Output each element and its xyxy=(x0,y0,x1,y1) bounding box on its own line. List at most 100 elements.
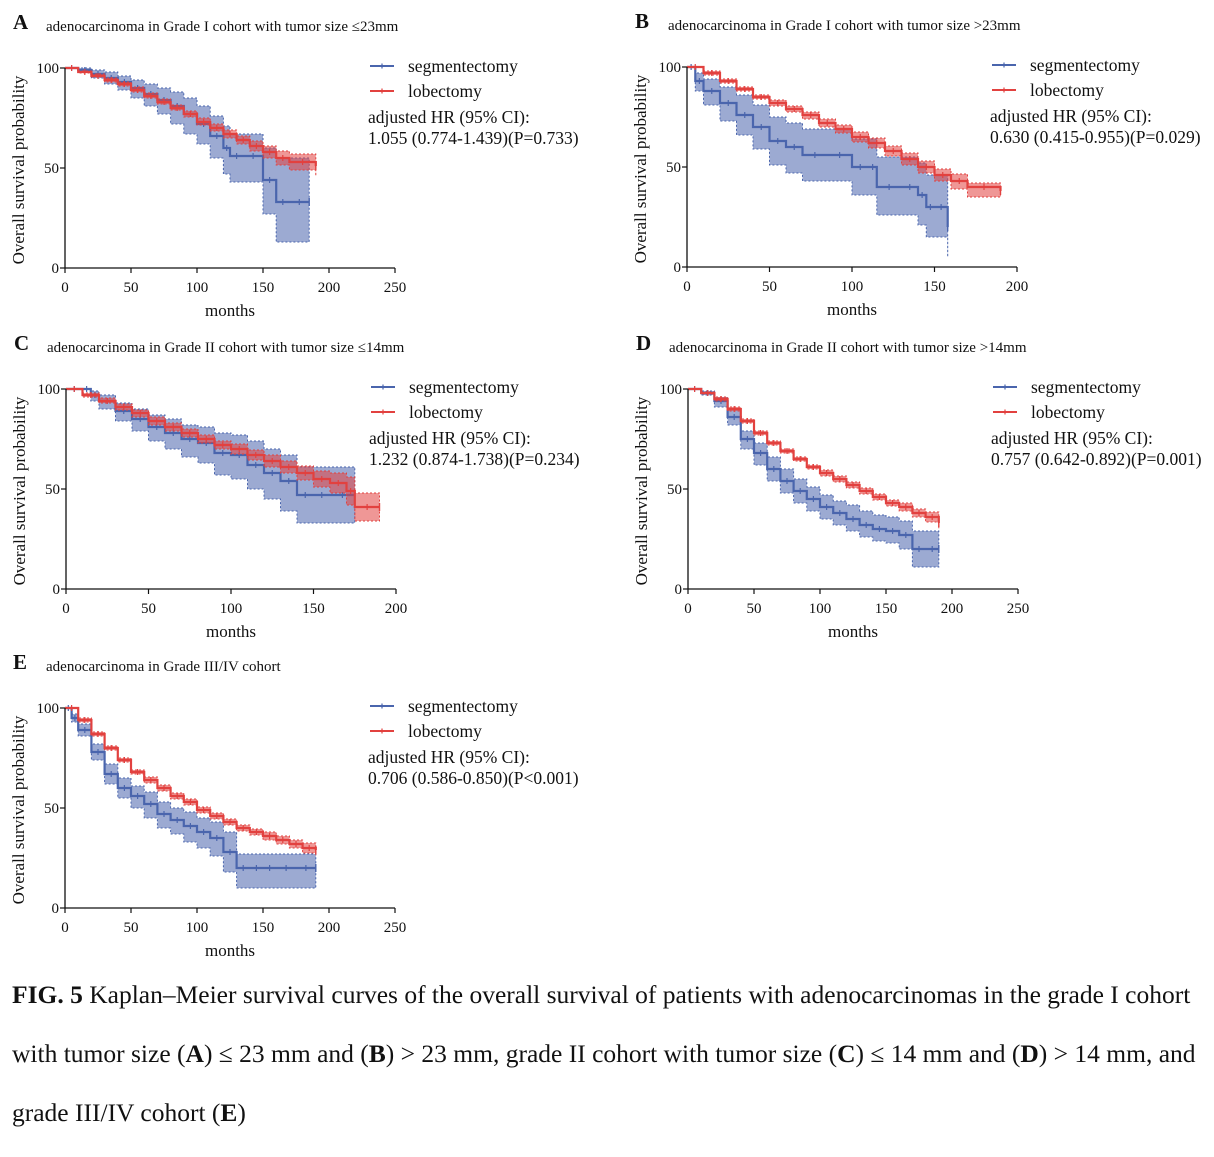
y-tick-label: 0 xyxy=(675,582,683,598)
y-axis-label: Overall survival probability xyxy=(632,396,651,585)
hr-label: adjusted HR (95% CI): xyxy=(368,107,530,127)
panel-letter: D xyxy=(636,331,651,355)
segmentectomy-survival-line xyxy=(687,65,949,227)
y-tick-label: 50 xyxy=(44,161,59,177)
y-tick-label: 100 xyxy=(660,382,683,398)
panel-title: adenocarcinoma in Grade III/IV cohort xyxy=(46,659,281,675)
x-tick-label: 150 xyxy=(875,601,898,617)
lobectomy-survival-line xyxy=(688,387,940,523)
y-tick-label: 100 xyxy=(37,701,60,717)
legend-label-segmentectomy: segmentectomy xyxy=(1030,55,1140,75)
y-axis-label: Overall survival probability xyxy=(631,74,650,263)
legend-label-lobectomy: lobectomy xyxy=(1031,402,1105,422)
hr-value: 0.757 (0.642-0.892)(P=0.001) xyxy=(991,449,1202,469)
x-tick-label: 200 xyxy=(318,280,341,296)
caption-ref-c: C xyxy=(837,1039,856,1068)
x-tick-label: 100 xyxy=(809,601,832,617)
x-axis-label: months xyxy=(827,300,877,319)
lobectomy-survival-line xyxy=(687,65,1002,191)
x-axis-label: months xyxy=(828,622,878,641)
caption-text-5: ) > 14 mm, and grade III/IV cohort ( xyxy=(12,1039,1196,1127)
caption-ref-e: E xyxy=(220,1098,238,1127)
panel-title: adenocarcinoma in Grade II cohort with t… xyxy=(47,340,405,356)
legend-label-lobectomy: lobectomy xyxy=(408,721,482,741)
caption-label: FIG. 5 xyxy=(12,980,83,1009)
x-tick-label: 50 xyxy=(124,280,139,296)
panel-title: adenocarcinoma in Grade I cohort with tu… xyxy=(46,19,399,35)
y-tick-label: 0 xyxy=(52,901,60,917)
panel-title: adenocarcinoma in Grade I cohort with tu… xyxy=(668,18,1021,34)
x-tick-label: 200 xyxy=(318,920,341,936)
x-tick-label: 250 xyxy=(384,280,407,296)
y-axis-label: Overall survival probability xyxy=(9,715,28,904)
x-tick-label: 150 xyxy=(302,601,325,617)
segmentectomy-ci-band xyxy=(66,388,356,524)
legend-label-lobectomy: lobectomy xyxy=(1030,80,1104,100)
y-tick-label: 0 xyxy=(674,260,682,276)
x-tick-label: 50 xyxy=(124,920,139,936)
panel-title: adenocarcinoma in Grade II cohort with t… xyxy=(669,340,1027,356)
legend-label-segmentectomy: segmentectomy xyxy=(1031,377,1141,397)
y-tick-label: 0 xyxy=(52,261,60,277)
x-tick-label: 150 xyxy=(252,280,275,296)
y-tick-label: 100 xyxy=(38,382,61,398)
x-tick-label: 100 xyxy=(186,920,209,936)
legend-label-lobectomy: lobectomy xyxy=(409,402,483,422)
y-axis-label: Overall survival probability xyxy=(10,396,29,585)
x-tick-label: 0 xyxy=(61,280,69,296)
panel-letter: B xyxy=(635,9,649,33)
caption-text-2: ) ≤ 23 mm and ( xyxy=(203,1039,369,1068)
y-tick-label: 0 xyxy=(53,582,61,598)
segmentectomy-ci-band xyxy=(688,388,940,568)
x-tick-label: 0 xyxy=(61,920,69,936)
hr-label: adjusted HR (95% CI): xyxy=(368,747,530,767)
y-tick-label: 100 xyxy=(659,60,682,76)
x-tick-label: 150 xyxy=(923,279,946,295)
x-tick-label: 50 xyxy=(747,601,762,617)
x-tick-label: 200 xyxy=(941,601,964,617)
hr-value: 1.232 (0.874-1.738)(P=0.234) xyxy=(369,449,580,469)
x-tick-label: 150 xyxy=(252,920,275,936)
legend-label-lobectomy: lobectomy xyxy=(408,81,482,101)
legend-label-segmentectomy: segmentectomy xyxy=(409,377,519,397)
x-tick-label: 200 xyxy=(1006,279,1029,295)
y-tick-label: 50 xyxy=(44,801,59,817)
caption-ref-b: B xyxy=(368,1039,386,1068)
panel-letter: E xyxy=(13,650,27,674)
caption-text-6: ) xyxy=(237,1098,246,1127)
y-tick-label: 50 xyxy=(667,482,682,498)
caption-text-4: ) ≤ 14 mm and ( xyxy=(855,1039,1021,1068)
lobectomy-survival-line xyxy=(65,706,317,850)
x-tick-label: 0 xyxy=(683,279,691,295)
caption-ref-a: A xyxy=(185,1039,204,1068)
x-tick-label: 250 xyxy=(384,920,407,936)
segmentectomy-survival-line xyxy=(688,387,939,551)
x-tick-label: 50 xyxy=(141,601,156,617)
x-tick-label: 100 xyxy=(841,279,864,295)
x-axis-label: months xyxy=(205,301,255,320)
x-tick-label: 100 xyxy=(220,601,243,617)
hr-label: adjusted HR (95% CI): xyxy=(369,428,531,448)
y-tick-label: 50 xyxy=(666,160,681,176)
panel-letter: C xyxy=(14,331,29,355)
hr-value: 0.630 (0.415-0.955)(P=0.029) xyxy=(990,127,1201,147)
legend-label-segmentectomy: segmentectomy xyxy=(408,56,518,76)
legend-label-segmentectomy: segmentectomy xyxy=(408,696,518,716)
caption-text-1: Kaplan–Meier survival curves of the over… xyxy=(12,980,1191,1068)
y-tick-label: 50 xyxy=(45,482,60,498)
hr-label: adjusted HR (95% CI): xyxy=(990,106,1152,126)
caption-text-3: ) > 23 mm, grade II cohort with tumor si… xyxy=(385,1039,838,1068)
hr-value: 1.055 (0.774-1.439)(P=0.733) xyxy=(368,128,579,148)
panel-letter: A xyxy=(13,10,29,34)
x-tick-label: 50 xyxy=(762,279,777,295)
lobectomy-ci-band xyxy=(66,388,380,522)
x-tick-label: 100 xyxy=(186,280,209,296)
hr-value: 0.706 (0.586-0.850)(P<0.001) xyxy=(368,768,579,788)
y-axis-label: Overall survival probability xyxy=(9,75,28,264)
x-tick-label: 0 xyxy=(684,601,692,617)
